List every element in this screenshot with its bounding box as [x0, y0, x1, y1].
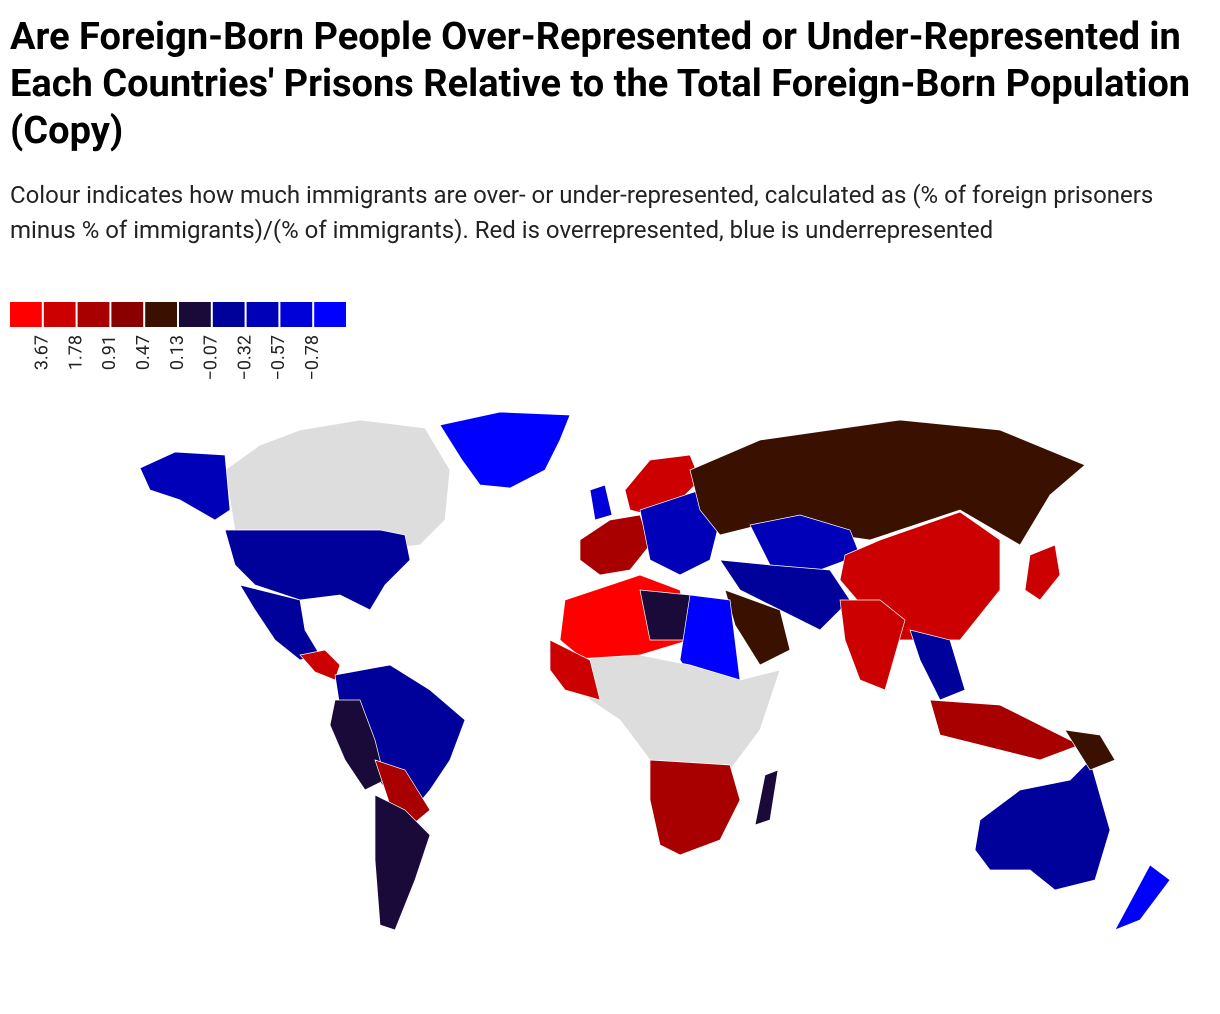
legend-swatch — [246, 302, 279, 327]
southeast-asia — [909, 629, 966, 701]
indonesia — [929, 699, 1081, 761]
europe-west — [579, 514, 651, 576]
title: Are Foreign-Born People Over-Represented… — [10, 15, 1191, 153]
greenland — [439, 411, 571, 489]
middle-east — [719, 559, 851, 631]
legend-swatch — [10, 302, 42, 327]
alaska — [139, 451, 231, 521]
bolivia-paraguay — [374, 759, 431, 826]
southern-africa — [649, 759, 741, 856]
central-africa — [559, 654, 781, 771]
legend-label: 0.47 — [133, 335, 154, 370]
madagascar — [754, 769, 779, 826]
legend-label: 3.67 — [32, 335, 53, 370]
russia — [689, 419, 1086, 546]
legend-swatch — [314, 302, 346, 327]
libya — [639, 589, 691, 641]
papua — [1064, 729, 1116, 771]
scandinavia — [624, 454, 701, 516]
legend-swatch — [77, 302, 110, 327]
australia — [974, 759, 1111, 891]
legend-label: 0.13 — [167, 335, 188, 370]
legend-label: 0.91 — [99, 335, 120, 370]
legend-swatch — [280, 302, 313, 327]
legend-label: 1.78 — [65, 335, 86, 370]
egypt-sudan — [679, 594, 741, 691]
legend-label: −0.57 — [268, 335, 289, 380]
argentina-chile — [374, 794, 431, 931]
subtitle: Colour indicates how much immigrants are… — [10, 181, 1154, 244]
legend-label: −0.78 — [302, 335, 323, 380]
new-zealand — [1114, 864, 1171, 931]
canada — [224, 419, 451, 549]
west-africa — [549, 639, 601, 701]
legend-swatch — [111, 302, 144, 327]
south-america — [334, 664, 466, 821]
china — [839, 511, 1001, 641]
mexico — [239, 584, 321, 661]
legend-swatch — [212, 302, 245, 327]
usa — [224, 529, 411, 611]
uk — [589, 484, 613, 521]
countries — [139, 411, 1171, 931]
legend-label: −0.32 — [234, 335, 255, 380]
europe-east — [639, 489, 721, 576]
india — [839, 599, 906, 691]
central-america — [299, 649, 341, 681]
legend-swatch — [43, 302, 76, 327]
legend: 3.67 1.78 0.91 0.47 0.13 −0.07 −0.32 −0.57 −0.78 — [10, 302, 346, 380]
kazakhstan — [749, 514, 861, 571]
japan — [1024, 544, 1061, 601]
north-africa — [559, 574, 691, 666]
arabia — [724, 589, 791, 666]
peru — [329, 699, 386, 791]
legend-label: −0.07 — [201, 335, 222, 380]
legend-swatch — [145, 302, 177, 327]
legend-swatch — [179, 302, 211, 327]
